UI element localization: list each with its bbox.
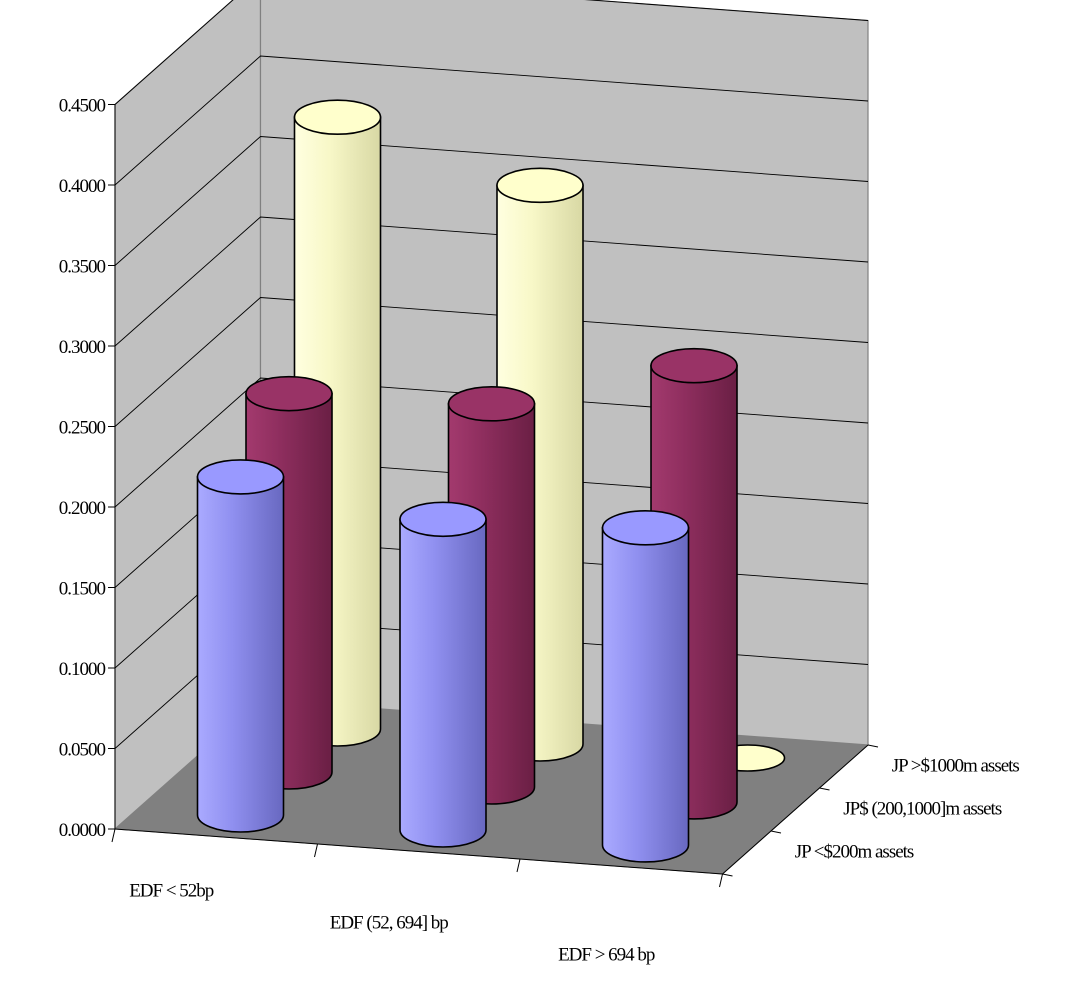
y-tick-label: 0.4000: [59, 176, 106, 197]
bar-body: [196, 476, 285, 833]
x-tick: [111, 828, 116, 843]
z-tick: [819, 787, 830, 791]
bar-top: [293, 99, 382, 135]
bar-body: [399, 518, 487, 848]
x-tick-label: EDF (52, 694] bp: [330, 913, 449, 934]
series-label: JP >$1000m assets: [892, 756, 1020, 777]
z-tick: [867, 744, 879, 748]
gridline: [114, 0, 869, 105]
y-tick-label: 0.2000: [59, 498, 106, 519]
x-tick-label: EDF > 694 bp: [558, 945, 655, 966]
axis-labels: 0.0000 0.0500 0.1000 0.1500 0.2000 0.2500 0.30…: [59, 96, 1021, 966]
y-tick-label: 0.1000: [59, 659, 106, 680]
bar-s0-c2: [601, 510, 690, 863]
bar-top: [496, 167, 584, 204]
bar-top: [650, 347, 738, 384]
x-axis-line: [114, 828, 723, 875]
y-tick-label: 0.0000: [59, 820, 106, 841]
axes: [108, 104, 879, 888]
bars: [196, 99, 786, 863]
y-tick-label: 0.3500: [59, 257, 106, 278]
z-tick: [770, 830, 782, 834]
y-tick-label: 0.1500: [59, 579, 106, 600]
bar-top: [245, 375, 333, 412]
x-tick: [516, 858, 521, 873]
gridline: [114, 216, 869, 347]
bar-body: [601, 527, 690, 863]
gridline: [114, 55, 869, 186]
y-tick-label: 0.0500: [59, 740, 106, 761]
gridline: [114, 136, 869, 266]
z-axis-line: [722, 744, 869, 875]
x-tick-label: EDF < 52bp: [129, 881, 214, 902]
bar-s0-c0: [196, 459, 285, 833]
bar-s0-c1: [399, 501, 487, 848]
y-tick-label: 0.3000: [59, 337, 106, 358]
z-tick: [722, 873, 733, 877]
y-tick-label: 0.2500: [59, 418, 106, 439]
x-tick: [719, 873, 723, 888]
bar-top: [196, 459, 285, 495]
bar-top: [601, 510, 690, 546]
bar-top: [447, 386, 536, 422]
series-label: JP$ (200,1000]m assets: [843, 799, 1002, 820]
gridline: [114, 297, 869, 427]
bar-top: [399, 501, 487, 538]
x-tick: [314, 843, 318, 858]
series-label: JP <$200m assets: [795, 842, 914, 863]
y-tick-label: 0.4500: [59, 96, 106, 117]
